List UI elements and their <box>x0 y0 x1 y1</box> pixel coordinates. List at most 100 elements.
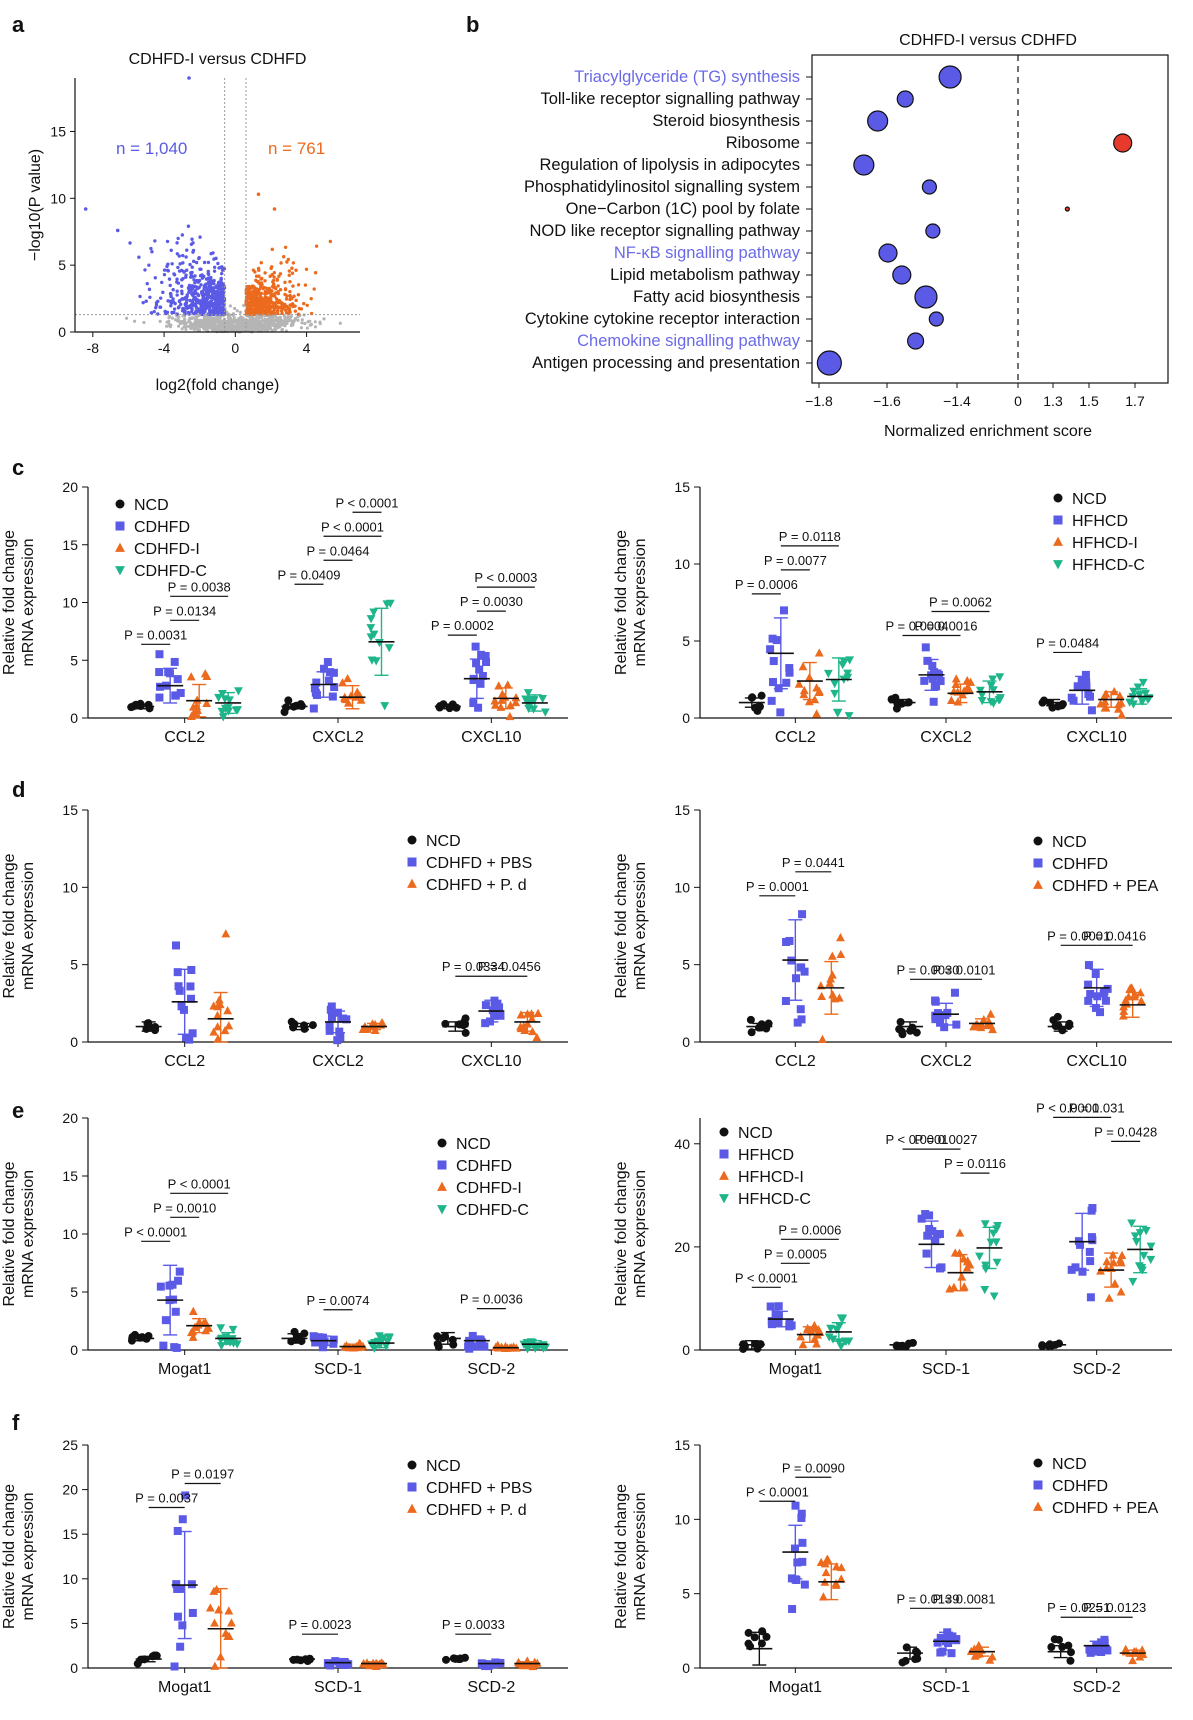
ns-point <box>277 322 281 326</box>
ns-point <box>263 317 267 322</box>
enrichment-dot <box>1064 206 1070 212</box>
ns-point <box>290 322 294 326</box>
data-point <box>482 658 491 667</box>
ns-point <box>170 316 174 320</box>
data-point <box>155 682 164 691</box>
legend-marker <box>407 857 417 867</box>
data-point <box>959 1254 969 1263</box>
x-axis-label: Normalized enrichment score <box>884 423 1092 440</box>
data-point <box>804 696 814 706</box>
data-point <box>319 664 328 673</box>
down-point <box>218 284 223 289</box>
x-tick-label: -8 <box>87 340 100 356</box>
data-point <box>1071 1263 1080 1272</box>
data-point <box>359 1024 368 1033</box>
data-point <box>325 1021 334 1030</box>
ns-point <box>286 315 290 319</box>
data-point <box>833 708 843 717</box>
data-point <box>1081 682 1090 691</box>
data-point <box>330 683 339 692</box>
legend-marker <box>115 521 125 531</box>
category-label: Mogat1 <box>769 1679 822 1696</box>
plot-frame <box>811 54 1169 384</box>
up-point <box>256 266 261 271</box>
data-point <box>1108 1250 1118 1259</box>
data-point <box>989 1229 998 1238</box>
y-tick-label: 5 <box>682 957 690 973</box>
down-point <box>149 246 153 251</box>
data-point <box>928 661 937 670</box>
data-point <box>792 1576 801 1585</box>
data-point <box>1053 1012 1062 1021</box>
p-value-label: P = 0.0416 <box>1083 928 1146 943</box>
up-point <box>312 287 316 291</box>
category-label: CCL2 <box>775 1053 816 1070</box>
ns-point <box>305 326 309 330</box>
legend-label: CDHFD <box>1052 1478 1108 1495</box>
data-point <box>838 660 848 670</box>
data-point <box>1117 1250 1127 1260</box>
data-point <box>1097 1638 1106 1647</box>
data-point <box>539 1344 548 1353</box>
y-axis-label: Relative fold change <box>613 1161 630 1306</box>
data-point <box>523 689 533 698</box>
p-value-label: P < 0.0001 <box>321 519 384 534</box>
data-point <box>925 1211 934 1220</box>
term-label: Antigen processing and presentation <box>532 354 800 372</box>
ns-point <box>228 318 232 323</box>
p-value-label: P = 0.0010 <box>153 1200 216 1215</box>
data-point <box>476 679 485 688</box>
data-point <box>750 1633 759 1642</box>
down-point <box>172 310 176 315</box>
down-point <box>137 255 141 259</box>
up-point <box>290 266 294 270</box>
data-point <box>1133 683 1143 692</box>
ns-point <box>235 309 239 313</box>
down-point <box>179 302 183 307</box>
p-value-label: P = 0.0118 <box>779 529 841 544</box>
ns-point <box>209 320 213 324</box>
data-point <box>336 1033 345 1042</box>
data-point <box>202 698 212 707</box>
up-point <box>250 310 255 314</box>
data-point <box>1078 1267 1087 1276</box>
data-point <box>1124 992 1133 1001</box>
data-point <box>532 1032 542 1041</box>
p-value-label: P = 0.0005 <box>764 1246 827 1261</box>
y-tick-label: 15 <box>62 1168 78 1184</box>
down-point <box>189 275 193 279</box>
data-point <box>762 1632 771 1641</box>
data-point <box>992 1258 1002 1267</box>
ns-point <box>276 326 280 330</box>
data-point <box>366 624 376 633</box>
data-point <box>943 1008 952 1017</box>
up-point <box>309 296 313 301</box>
data-point <box>949 1282 959 1291</box>
data-point <box>503 680 513 689</box>
p-value-label: P = 0.0197 <box>171 1467 234 1482</box>
data-point <box>776 708 785 717</box>
data-point <box>1125 983 1135 992</box>
data-point <box>798 1538 807 1547</box>
data-point <box>823 669 833 679</box>
up-point <box>302 301 306 306</box>
ns-point <box>264 325 269 329</box>
data-point <box>186 982 195 991</box>
legend-marker <box>407 1482 417 1492</box>
legend-label: NCD <box>456 1136 491 1153</box>
down-point <box>162 272 167 277</box>
down-point <box>199 283 203 287</box>
ns-point <box>289 314 293 319</box>
ns-point <box>283 318 287 322</box>
legend-label: NCD <box>134 497 169 514</box>
data-point <box>1127 1219 1136 1228</box>
data-point <box>841 1337 851 1346</box>
data-point <box>952 1020 961 1029</box>
down-point <box>180 289 184 293</box>
category-label: SCD-1 <box>922 1361 970 1378</box>
data-point <box>171 1307 180 1316</box>
data-point <box>155 650 164 659</box>
down-point <box>158 305 163 309</box>
y-tick-label: 5 <box>58 257 66 273</box>
ns-point <box>313 325 318 329</box>
